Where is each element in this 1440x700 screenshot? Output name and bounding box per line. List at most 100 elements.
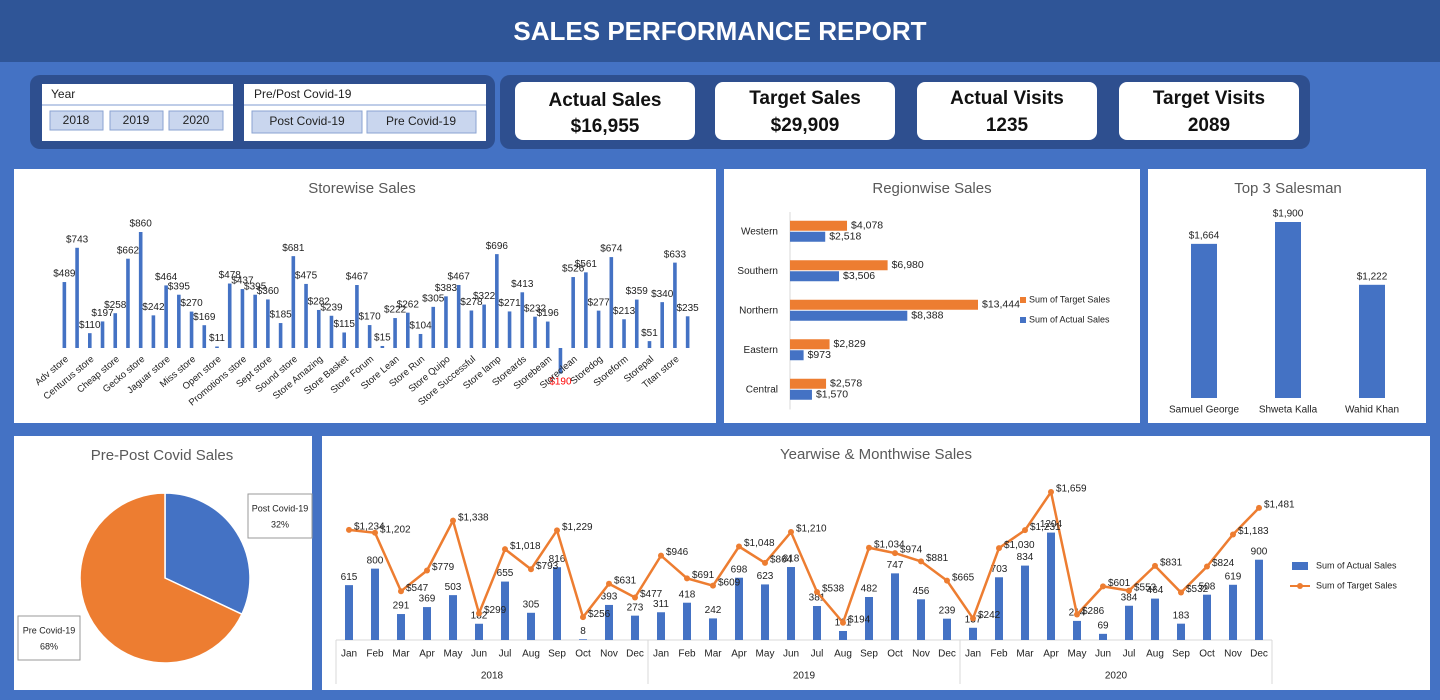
data-label: $383	[435, 283, 458, 294]
bar	[520, 292, 525, 348]
bar	[329, 315, 334, 348]
group-label: 2019	[793, 671, 816, 682]
bar	[495, 254, 499, 348]
line-marker	[814, 589, 820, 596]
bar	[215, 346, 219, 348]
legend-label: Sum of Target Sales	[1316, 580, 1397, 590]
bar	[790, 220, 848, 231]
bar	[865, 597, 873, 640]
line-marker	[554, 527, 560, 534]
legend-label: Sum of Actual Sales	[1316, 560, 1397, 570]
bar	[995, 577, 1003, 640]
data-label: $1,222	[1357, 271, 1388, 282]
x-tick-label: Shweta Kalla	[1259, 405, 1318, 416]
x-tick-label: Mar	[1016, 649, 1034, 660]
slicer-item-label[interactable]: 2020	[183, 113, 210, 127]
bar	[673, 262, 677, 348]
data-label: $662	[117, 245, 140, 256]
x-tick-label: Sep	[548, 649, 566, 660]
data-label: $13,444	[982, 299, 1020, 311]
x-tick-label: Dec	[626, 649, 644, 660]
line-marker	[606, 580, 612, 587]
bar	[553, 567, 561, 640]
x-tick-label: Oct	[887, 649, 903, 660]
chart-title: Pre-Post Covid Sales	[91, 447, 234, 464]
data-label: 508	[1199, 581, 1216, 592]
kpi-value: 1235	[986, 115, 1029, 136]
bar	[469, 310, 474, 348]
bar	[790, 299, 978, 310]
data-label: 834	[1017, 552, 1034, 563]
data-label: $322	[473, 291, 496, 302]
line-marker	[398, 588, 404, 595]
data-label: 418	[679, 589, 696, 600]
data-label: $1,570	[816, 389, 848, 401]
data-label: $467	[448, 272, 471, 283]
bar	[790, 310, 908, 321]
bar	[177, 294, 181, 348]
slicer-item[interactable]	[109, 110, 164, 131]
bar	[1047, 532, 1055, 640]
legend-swatch	[1020, 317, 1026, 323]
data-label: $437	[231, 276, 254, 287]
bar	[342, 332, 346, 348]
data-label: $633	[664, 249, 687, 260]
x-tick-label: Jan	[653, 649, 669, 660]
bar	[1255, 559, 1263, 640]
data-label: $553	[1134, 582, 1157, 593]
slicer-item-label[interactable]: Post Covid-19	[269, 114, 345, 128]
data-label: $696	[486, 241, 509, 252]
x-tick-label: Oct	[1199, 649, 1215, 660]
slicer-item-label[interactable]: 2019	[123, 113, 150, 127]
data-label: 615	[341, 572, 358, 583]
line-marker	[528, 566, 534, 573]
slicer-item[interactable]	[49, 110, 104, 131]
kpi-label: Target Sales	[749, 88, 861, 109]
kpi-value: $16,955	[571, 116, 640, 137]
bar	[917, 599, 925, 640]
data-label: $743	[66, 234, 89, 245]
line-marker	[1022, 527, 1028, 534]
bar	[431, 306, 436, 348]
bar	[647, 341, 652, 348]
legend-swatch	[1292, 562, 1308, 570]
x-tick-label: Mar	[704, 649, 722, 660]
data-label: $1,659	[1056, 484, 1087, 495]
data-label: $359	[626, 286, 649, 297]
bar	[1229, 584, 1237, 640]
data-label: $475	[295, 271, 318, 282]
bar	[527, 612, 535, 640]
data-label: $779	[432, 562, 455, 573]
data-label: $526	[562, 264, 585, 275]
bar	[126, 258, 130, 348]
data-label: $1,018	[510, 541, 541, 552]
slicer-item[interactable]	[366, 110, 477, 134]
x-tick-label: Apr	[731, 649, 747, 660]
label-box	[17, 615, 81, 661]
data-label: $282	[308, 297, 331, 308]
bar	[790, 260, 888, 271]
bar	[501, 581, 509, 640]
data-label: $665	[952, 572, 975, 583]
x-tick-label: Dec	[938, 649, 956, 660]
data-label: $185	[269, 310, 292, 321]
line-marker	[450, 517, 456, 524]
x-tick-label: Apr	[419, 649, 435, 660]
chart-panel	[322, 436, 1430, 690]
data-label: $213	[613, 306, 636, 317]
kpi-label: Actual Sales	[549, 90, 662, 111]
line-marker	[1126, 587, 1132, 594]
line-marker	[1100, 583, 1106, 590]
line-marker	[1230, 531, 1236, 538]
pie-slice	[79, 492, 243, 664]
slicer-item-label[interactable]: Pre Covid-19	[386, 114, 456, 128]
slicer-item-label[interactable]: 2018	[63, 113, 90, 127]
data-label: $299	[484, 605, 507, 616]
slicer-item[interactable]	[168, 110, 224, 131]
bar	[790, 350, 804, 361]
bar	[393, 318, 397, 348]
label-box	[247, 493, 313, 539]
slicer-item[interactable]	[251, 110, 363, 134]
bar	[790, 339, 830, 350]
bar	[1151, 598, 1159, 640]
